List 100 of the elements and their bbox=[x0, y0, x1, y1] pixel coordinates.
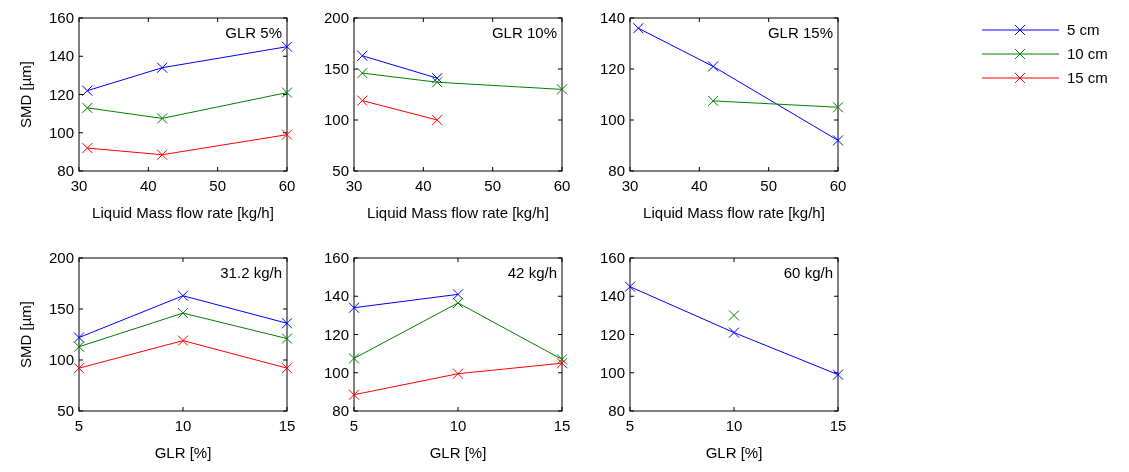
y-tick-label: 50 bbox=[332, 162, 349, 179]
point bbox=[356, 50, 368, 62]
y-tick-label: 80 bbox=[57, 162, 74, 179]
point bbox=[832, 134, 844, 146]
x-tick-label: 10 bbox=[449, 417, 467, 434]
point bbox=[624, 281, 636, 293]
point bbox=[728, 327, 740, 339]
x-axis-title: Liquid Mass flow rate [kg/h] bbox=[92, 204, 274, 221]
y-tick-label: 80 bbox=[608, 162, 625, 179]
chart-title: 31.2 kg/h bbox=[220, 264, 282, 281]
point bbox=[832, 101, 844, 113]
chart-title: 42 kg/h bbox=[507, 264, 557, 281]
point bbox=[356, 67, 368, 79]
y-tick-label: 100 bbox=[48, 123, 74, 141]
y-tick-label: 80 bbox=[332, 402, 349, 419]
y-tick-label: 120 bbox=[323, 325, 349, 343]
point bbox=[556, 83, 568, 95]
point bbox=[81, 85, 93, 97]
y-axis-title: SMD [µm] bbox=[17, 301, 34, 368]
y-tick-label: 100 bbox=[599, 363, 625, 381]
y-tick-label: 150 bbox=[48, 300, 74, 317]
x-tick-label: 60 bbox=[553, 177, 571, 194]
chart-title: GLR 15% bbox=[767, 24, 833, 41]
text: 5 cm bbox=[1067, 21, 1100, 38]
x-tick-label: 60 bbox=[278, 177, 296, 194]
x-tick-label: 50 bbox=[760, 177, 778, 194]
point bbox=[156, 112, 168, 124]
point bbox=[281, 317, 293, 329]
point bbox=[452, 297, 464, 309]
x-tick-label: 30 bbox=[345, 177, 363, 194]
point bbox=[556, 353, 568, 365]
x-tick-label: 60 bbox=[829, 177, 847, 194]
point bbox=[177, 290, 189, 302]
x-axis-title: GLR [%] bbox=[154, 444, 212, 461]
point bbox=[832, 369, 844, 381]
x-tick-label: 5 bbox=[349, 417, 359, 434]
x-tick-label: 15 bbox=[553, 417, 571, 434]
point bbox=[281, 333, 293, 345]
x-tick-label: 40 bbox=[139, 177, 157, 194]
x-tick-label: 50 bbox=[209, 177, 227, 194]
x-tick-label: 40 bbox=[414, 177, 432, 194]
point bbox=[632, 22, 644, 34]
point bbox=[452, 368, 464, 380]
point bbox=[728, 309, 740, 321]
point bbox=[348, 302, 360, 314]
point bbox=[452, 288, 464, 300]
y-tick-label: 100 bbox=[323, 363, 349, 381]
point bbox=[81, 142, 93, 154]
chart-title: 60 kg/h bbox=[783, 264, 833, 281]
point bbox=[431, 72, 443, 84]
y-tick-label: 100 bbox=[323, 111, 349, 128]
y-tick-label: 120 bbox=[48, 85, 74, 103]
point bbox=[431, 114, 443, 126]
x-axis-title: GLR [%] bbox=[429, 444, 487, 461]
y-tick-label: 160 bbox=[323, 249, 349, 266]
point bbox=[281, 362, 293, 374]
y-tick-label: 140 bbox=[48, 47, 74, 65]
y-tick-label: 150 bbox=[323, 60, 349, 77]
point bbox=[156, 62, 168, 74]
y-tick-label: 120 bbox=[599, 325, 625, 343]
x-tick-label: 10 bbox=[725, 417, 743, 434]
x-tick-label: 30 bbox=[621, 177, 639, 194]
point bbox=[431, 76, 443, 88]
y-tick-label: 200 bbox=[323, 9, 349, 26]
x-tick-label: 10 bbox=[174, 417, 192, 434]
point bbox=[281, 87, 293, 99]
y-tick-label: 160 bbox=[599, 249, 625, 266]
point bbox=[73, 362, 85, 374]
chart-title: GLR 10% bbox=[491, 24, 557, 41]
point bbox=[348, 389, 360, 401]
x-tick-label: 5 bbox=[74, 417, 84, 434]
point bbox=[73, 332, 85, 344]
y-tick-label: 200 bbox=[48, 249, 74, 266]
y-tick-label: 100 bbox=[48, 351, 74, 368]
point bbox=[707, 95, 719, 107]
x-axis-title: GLR [%] bbox=[705, 444, 763, 461]
y-tick-label: 160 bbox=[48, 9, 74, 26]
x-tick-label: 15 bbox=[278, 417, 296, 434]
point bbox=[281, 41, 293, 53]
y-tick-label: 100 bbox=[599, 111, 625, 128]
x-tick-label: 50 bbox=[484, 177, 502, 194]
y-tick-label: 140 bbox=[599, 9, 625, 26]
y-tick-label: 140 bbox=[323, 287, 349, 305]
y-tick-label: 140 bbox=[599, 287, 625, 305]
x-axis-title: Liquid Mass flow rate [kg/h] bbox=[643, 204, 825, 221]
y-axis-title: SMD [µm] bbox=[17, 61, 34, 128]
x-tick-label: 15 bbox=[829, 417, 847, 434]
point bbox=[356, 95, 368, 107]
x-axis-title: Liquid Mass flow rate [kg/h] bbox=[367, 204, 549, 221]
y-tick-label: 50 bbox=[57, 402, 74, 419]
y-tick-label: 120 bbox=[599, 60, 625, 77]
point bbox=[177, 335, 189, 347]
point bbox=[156, 149, 168, 161]
point bbox=[348, 352, 360, 364]
point bbox=[707, 60, 719, 72]
point bbox=[281, 129, 293, 141]
point bbox=[81, 102, 93, 114]
point bbox=[556, 357, 568, 369]
point bbox=[177, 307, 189, 319]
text: 15 cm bbox=[1067, 69, 1108, 86]
